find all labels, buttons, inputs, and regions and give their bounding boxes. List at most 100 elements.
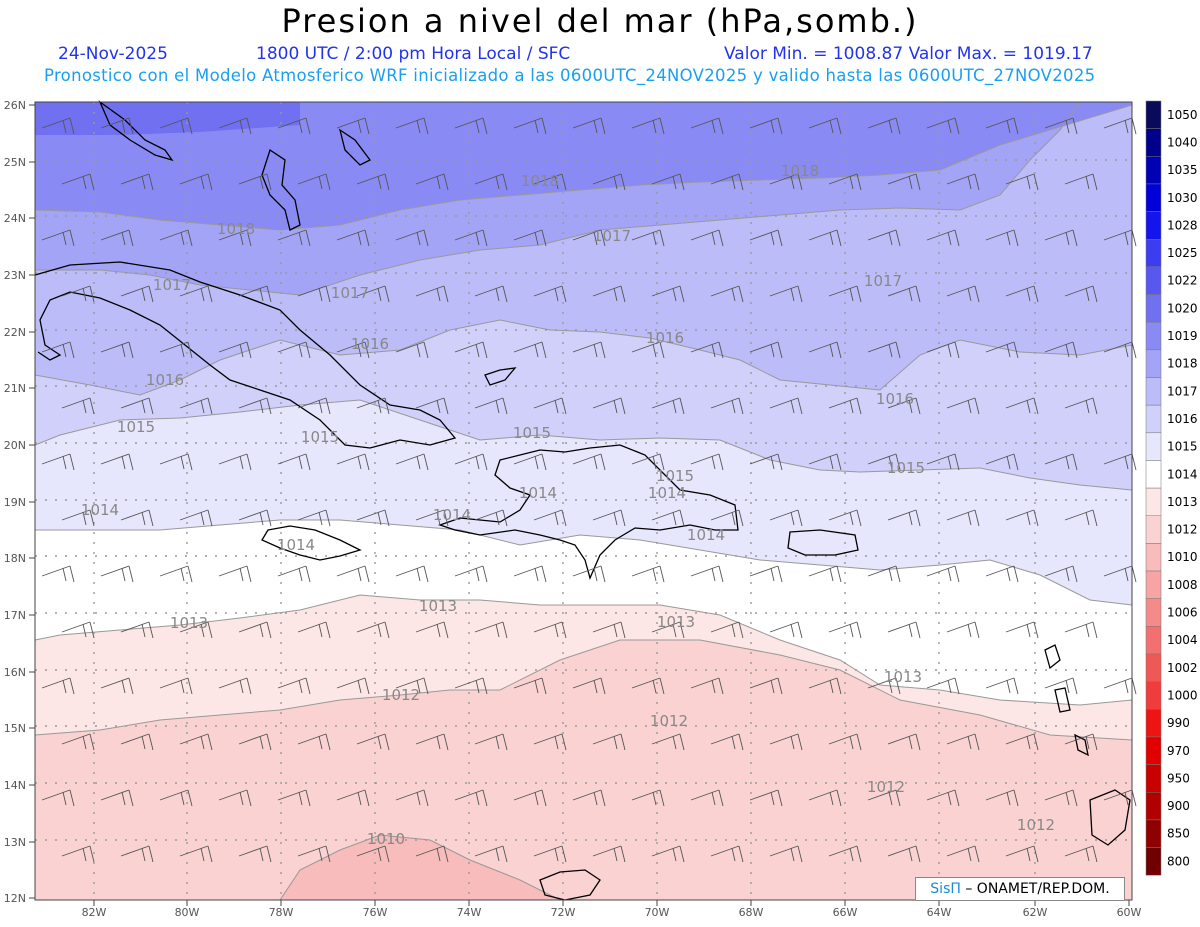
wind-barb: [297, 733, 331, 751]
lat-label: 26N: [4, 99, 26, 112]
wind-barb: [1103, 565, 1137, 583]
wind-barb: [631, 341, 665, 359]
contour-label: 1013: [419, 597, 457, 615]
wind-barb: [61, 733, 95, 751]
wind-barb: [651, 733, 685, 751]
wind-barb: [218, 789, 252, 807]
wind-barb: [513, 229, 547, 247]
contour-label: 1014: [648, 484, 686, 502]
wind-barb: [572, 565, 606, 583]
wind-barb: [592, 285, 626, 303]
wind-barb: [533, 509, 567, 527]
wind-barb: [179, 173, 213, 191]
wind-barb: [41, 789, 75, 807]
wind-barb: [985, 789, 1019, 807]
colorbar-swatch: [1145, 681, 1162, 710]
wind-barb: [356, 845, 390, 863]
wind-barb: [120, 845, 154, 863]
wind-barb: [710, 285, 744, 303]
contour-label: 1017: [593, 227, 631, 245]
wind-barb: [454, 453, 488, 471]
contour-labels: 1018 1018 1018 1017 1017 1017 1017 1016 1016 1016…: [81, 162, 1055, 848]
wind-barb: [985, 565, 1019, 583]
contour-label: 1018: [521, 172, 559, 190]
wind-barb: [61, 621, 95, 639]
wind-barb: [218, 565, 252, 583]
wind-barb: [572, 453, 606, 471]
lon-label: 74W: [457, 906, 482, 919]
colorbar-swatch: [1145, 432, 1162, 461]
wind-barb: [395, 453, 429, 471]
wind-barb: [631, 789, 665, 807]
colorbar-label: 1006: [1167, 606, 1198, 620]
colorbar-swatch: [1145, 543, 1162, 572]
wind-barb: [41, 117, 75, 135]
wind-barb: [1005, 509, 1039, 527]
wind-barb: [769, 845, 803, 863]
lon-label: 70W: [645, 906, 670, 919]
lat-label: 19N: [4, 496, 26, 509]
lon-label: 78W: [269, 906, 294, 919]
lon-label: 64W: [927, 906, 952, 919]
wind-barb: [690, 453, 724, 471]
wind-barb: [277, 453, 311, 471]
pressure-fill: [35, 102, 1132, 900]
wind-barb: [985, 341, 1019, 359]
wind-barb: [238, 397, 272, 415]
colorbar-label: 1016: [1167, 412, 1198, 426]
wind-barb: [336, 341, 370, 359]
wind-barb: [867, 565, 901, 583]
wind-barbs: [41, 117, 1137, 863]
wind-barb: [690, 677, 724, 695]
wind-barb: [651, 509, 685, 527]
colorbar-swatch: [1145, 792, 1162, 821]
lat-label: 13N: [4, 836, 26, 849]
wind-barb: [277, 341, 311, 359]
wind-barb: [1064, 509, 1098, 527]
wind-barb: [356, 173, 390, 191]
wind-barb: [277, 677, 311, 695]
wind-barb: [710, 845, 744, 863]
lon-label: 66W: [833, 906, 858, 919]
lat-label: 14N: [4, 779, 26, 792]
date-label: 24-Nov-2025: [58, 44, 168, 64]
wind-barb: [159, 565, 193, 583]
colorbar-label: 1022: [1167, 274, 1198, 288]
wind-barb: [159, 229, 193, 247]
colorbar-label: 1025: [1167, 246, 1198, 260]
wind-barb: [120, 285, 154, 303]
wind-barb: [690, 565, 724, 583]
wind-barb: [690, 117, 724, 135]
wind-barb: [277, 565, 311, 583]
contour-label: 1016: [351, 335, 389, 353]
contour-label: 1014: [519, 484, 557, 502]
wind-barb: [1044, 229, 1078, 247]
wind-barb: [926, 453, 960, 471]
wind-barb: [395, 341, 429, 359]
wind-barb: [1103, 117, 1137, 135]
wind-barb: [395, 677, 429, 695]
contour-label: 1014: [277, 536, 315, 554]
wind-barb: [808, 229, 842, 247]
colorbar-label: 800: [1167, 854, 1190, 868]
wind-barb: [1064, 733, 1098, 751]
wind-barb: [336, 229, 370, 247]
wind-barb: [828, 733, 862, 751]
wind-barb: [297, 621, 331, 639]
contour-label: 1017: [153, 276, 191, 294]
wind-barb: [41, 229, 75, 247]
wind-barb: [179, 733, 213, 751]
wind-barb: [100, 789, 134, 807]
colorbar-swatch: [1145, 819, 1162, 848]
wind-barb: [513, 565, 547, 583]
wind-barb: [218, 453, 252, 471]
wind-barb: [454, 565, 488, 583]
colorbar-label: 970: [1167, 744, 1190, 758]
colorbar-label: 1035: [1167, 163, 1198, 177]
wind-barb: [828, 509, 862, 527]
contour-label: 1010: [367, 830, 405, 848]
wind-barb: [749, 453, 783, 471]
wind-barb: [808, 565, 842, 583]
contour-lines: [35, 102, 1132, 900]
